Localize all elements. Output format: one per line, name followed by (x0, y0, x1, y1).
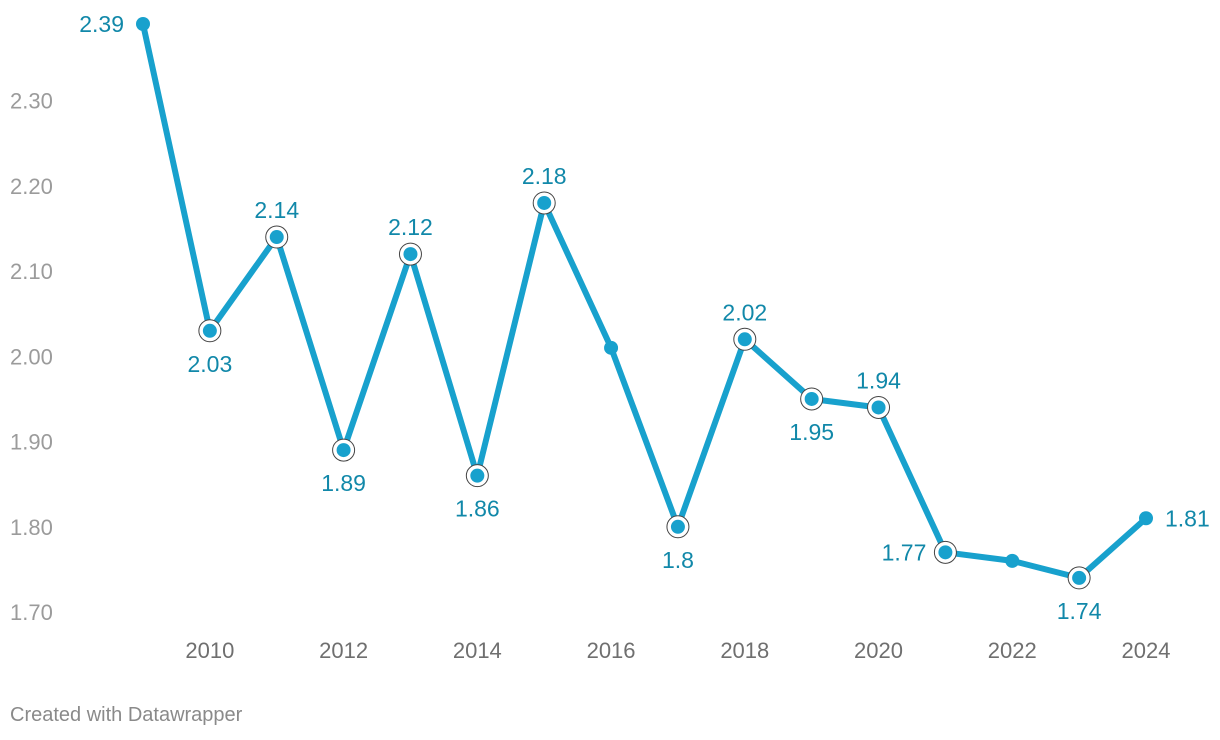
data-label: 2.03 (187, 351, 232, 377)
x-tick-label: 2020 (854, 638, 903, 663)
data-label: 2.02 (722, 299, 767, 325)
x-axis: 2010 2012 2014 2016 2018 2020 2022 2024 (185, 638, 1170, 663)
data-point (537, 195, 552, 210)
data-point (269, 230, 284, 245)
data-point (403, 247, 418, 262)
y-tick-label: 1.90 (10, 430, 53, 455)
y-tick-label: 1.70 (10, 600, 53, 625)
x-tick-label: 2010 (185, 638, 234, 663)
data-point (336, 443, 351, 458)
y-tick-label: 2.00 (10, 344, 53, 369)
y-tick-label: 2.20 (10, 174, 53, 199)
data-label: 1.89 (321, 470, 366, 496)
data-point (604, 340, 619, 355)
footer-credit: Created with Datawrapper (10, 704, 243, 726)
data-point (1005, 553, 1020, 568)
y-tick-label: 2.10 (10, 259, 53, 284)
y-axis: 1.70 1.80 1.90 2.00 2.10 2.20 2.30 (10, 89, 53, 625)
data-point (737, 332, 752, 347)
line-chart: 1.701.801.902.002.102.202.30 2010 2012 201… (10, 11, 1210, 663)
data-label: 2.12 (388, 214, 433, 240)
data-label: 2.14 (254, 197, 299, 223)
data-label: 1.74 (1057, 598, 1102, 624)
x-tick-label: 2018 (720, 638, 769, 663)
data-point (938, 545, 953, 560)
data-point (1072, 570, 1087, 585)
highlight-rings (198, 191, 1091, 590)
series-line (140, 21, 1149, 581)
x-tick-label: 2012 (319, 638, 368, 663)
data-point (670, 519, 685, 534)
data-point (136, 17, 150, 31)
data-label: 1.86 (455, 496, 500, 522)
data-label: 1.95 (789, 419, 834, 445)
x-tick-label: 2016 (587, 638, 636, 663)
data-label: 1.77 (882, 539, 927, 565)
data-point (1139, 511, 1153, 526)
data-label: 2.39 (79, 11, 124, 37)
data-point (871, 400, 886, 415)
data-label: 2.18 (522, 163, 567, 189)
data-label: 1.81 (1165, 505, 1210, 531)
data-point (202, 323, 217, 338)
data-points (136, 17, 1153, 585)
x-tick-label: 2024 (1122, 638, 1171, 663)
y-tick-label: 1.80 (10, 515, 53, 540)
data-label: 1.8 (662, 547, 694, 573)
data-point (470, 468, 485, 483)
x-tick-label: 2022 (988, 638, 1037, 663)
data-label: 1.94 (856, 367, 901, 393)
y-tick-label: 2.30 (10, 89, 53, 114)
data-labels: 2.39 2.03 2.14 1.89 2.12 1.86 2.18 1.8 2.02 1.95 1… (79, 11, 1210, 624)
data-point (804, 391, 819, 406)
x-tick-label: 2014 (453, 638, 502, 663)
